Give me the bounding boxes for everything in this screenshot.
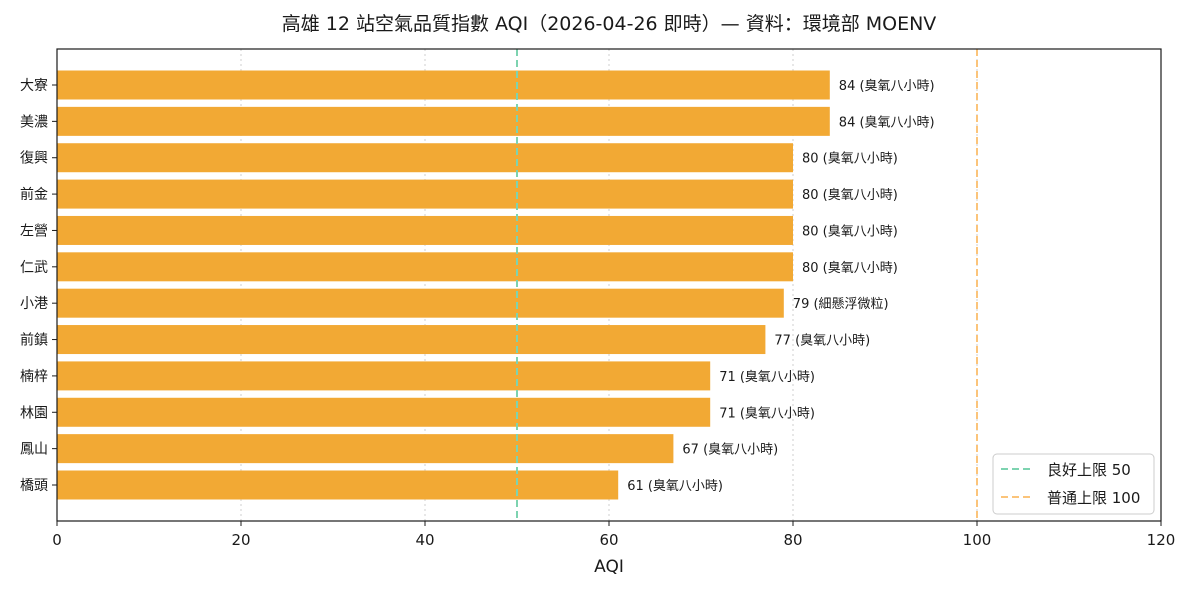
bar-9 [57,397,711,427]
y-tick-label-3: 前金 [20,186,48,203]
data-label-4: 80 (臭氧八小時) [802,224,898,239]
y-tick-label-4: 左營 [20,223,48,239]
bar-6 [57,288,784,318]
x-tick-label-4: 80 [783,531,802,549]
legend-box [992,453,1155,515]
bar-1 [57,106,830,136]
x-tick-label-1: 20 [231,531,250,549]
y-tick-label-1: 美濃 [20,114,48,130]
y-tick-label-10: 鳳山 [20,442,48,458]
data-label-5: 80 (臭氧八小時) [802,261,898,276]
y-tick-label-8: 楠梓 [20,369,48,385]
data-label-8: 71 (臭氧八小時) [719,370,815,385]
y-tick-label-9: 林園 [20,405,48,421]
x-axis-label: AQI [594,557,624,577]
legend: 良好上限 50 普通上限 100 [992,453,1155,515]
data-label-6: 79 (細懸浮微粒) [793,297,889,312]
bar-0 [57,70,830,100]
data-label-10: 67 (臭氧八小時) [682,443,778,458]
bar-5 [57,252,793,282]
x-tick-label-5: 100 [963,531,992,549]
y-tick-label-2: 復興 [20,150,48,167]
bar-7 [57,325,766,355]
data-label-1: 84 (臭氧八小時) [839,115,935,130]
y-tick-label-0: 大寮 [20,77,48,94]
x-tick-label-2: 40 [415,531,434,549]
x-tick-label-3: 60 [599,531,618,549]
bar-11 [57,470,619,500]
bar-3 [57,179,793,209]
bar-8 [57,361,711,391]
data-label-0: 84 (臭氧八小時) [839,79,935,94]
bar-2 [57,143,793,173]
x-tick-label-0: 0 [52,531,62,549]
chart-title: 高雄 12 站空氣品質指數 AQI（2026-04-26 即時）— 資料：環境部… [282,13,937,35]
data-label-9: 71 (臭氧八小時) [719,406,815,421]
data-label-2: 80 (臭氧八小時) [802,152,898,167]
reference-lines [516,49,978,521]
y-tick-label-5: 仁武 [20,260,48,276]
bar-10 [57,434,674,464]
y-tick-label-6: 小港 [20,296,48,312]
x-axis-ticks: 0 20 40 60 80 100 120 [52,521,1175,549]
bar-4 [57,215,793,245]
legend-label-1: 普通上限 100 [1047,489,1140,507]
bars: 84 (臭氧八小時) 84 (臭氧八小時) 80 (臭氧八小時) 80 (臭氧八小時)… [57,70,935,500]
y-tick-label-7: 前鎮 [20,332,48,349]
data-label-3: 80 (臭氧八小時) [802,188,898,203]
x-tick-label-6: 120 [1147,531,1176,549]
legend-label-0: 良好上限 50 [1047,461,1131,479]
data-label-7: 77 (臭氧八小時) [774,334,870,349]
y-tick-label-11: 橋頭 [20,478,48,494]
data-label-11: 61 (臭氧八小時) [627,479,723,494]
